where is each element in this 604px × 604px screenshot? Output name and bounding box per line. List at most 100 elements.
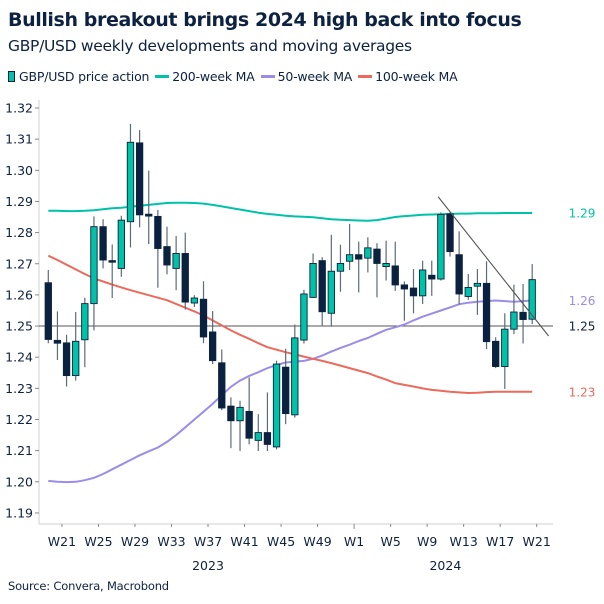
candle-body-bullish: [190, 297, 199, 304]
candle: [300, 289, 308, 344]
candle: [145, 170, 153, 245]
x-tick-label: W25: [84, 534, 112, 549]
line-swatch-icon: [260, 75, 275, 78]
candle-body-bullish: [336, 262, 345, 272]
candle: [208, 311, 217, 365]
y-tick-label: 1.28: [5, 225, 33, 240]
candle-body-bearish: [199, 298, 208, 338]
legend-item-price-action: GBP/USD price action: [8, 69, 149, 84]
candle: [181, 232, 189, 310]
series-end-label: 1.26: [569, 294, 596, 308]
candle-body-bullish: [81, 303, 89, 341]
candle-body-bearish: [218, 362, 226, 409]
candle: [135, 130, 144, 228]
candle-body-bearish: [446, 213, 454, 253]
x-tick-label: W9: [417, 534, 437, 549]
candle-body-bearish: [62, 342, 71, 377]
x-tick-label: W17: [486, 534, 514, 549]
y-tick-label: 1.25: [5, 319, 33, 334]
candle: [199, 281, 208, 344]
candle: [437, 212, 445, 281]
candle: [528, 264, 536, 325]
candle: [154, 209, 162, 288]
candle-body-bullish: [126, 141, 135, 223]
candle: [355, 241, 363, 293]
ma-100-week-line: [47, 254, 533, 394]
y-tick-label: 1.23: [5, 381, 33, 396]
candle: [519, 283, 527, 344]
y-tick-label: 1.19: [5, 505, 33, 520]
chart-subtitle: GBP/USD weekly developments and moving a…: [8, 37, 412, 55]
x-tick-label: W29: [121, 534, 149, 549]
candle-body-bullish: [364, 247, 372, 259]
candlestick-icon: [8, 71, 15, 82]
candle-body-bullish: [300, 293, 308, 341]
candle: [446, 212, 454, 257]
year-label: 2023: [192, 558, 224, 573]
candle-body-bearish: [400, 284, 409, 290]
candle: [282, 348, 290, 425]
candle-body-bullish: [291, 337, 299, 416]
candle: [391, 241, 399, 291]
x-tick-label: W13: [450, 534, 478, 549]
candle: [409, 269, 418, 314]
candle-body-bearish: [492, 340, 500, 367]
y-tick-label: 1.26: [5, 287, 33, 302]
candle: [227, 397, 235, 449]
candle-body-bearish: [263, 432, 272, 445]
candle: [108, 244, 116, 299]
candle-body-bullish: [464, 286, 472, 297]
candle: [345, 223, 354, 270]
candle: [482, 261, 491, 350]
candle: [455, 231, 463, 305]
candle-body-bearish: [455, 254, 463, 295]
candle-body-bullish: [528, 279, 536, 320]
candle-body-bullish: [236, 406, 244, 422]
candle: [53, 311, 62, 361]
candle: [464, 274, 472, 300]
candle-body-bearish: [355, 254, 363, 260]
candle-body-bullish: [254, 432, 262, 441]
legend-label: 100-week MA: [375, 69, 458, 84]
candle: [428, 260, 436, 296]
candle-body-bearish: [108, 260, 116, 263]
candle: [327, 234, 335, 327]
candle-body-bullish: [309, 262, 317, 298]
candle: [473, 269, 482, 315]
candle: [263, 392, 272, 451]
candle: [236, 400, 244, 451]
series-end-label: 1.29: [569, 206, 596, 220]
candle: [492, 337, 500, 369]
candle: [318, 257, 326, 327]
candle: [72, 312, 80, 381]
candle-body-bullish: [418, 269, 427, 297]
x-tick-label: W45: [267, 534, 295, 549]
candle-body-bullish: [117, 219, 125, 269]
candle: [336, 244, 345, 292]
candle: [90, 216, 98, 331]
candle-body-bearish: [482, 282, 491, 343]
y-tick-label: 1.20: [5, 474, 33, 489]
candle-body-bearish: [282, 366, 290, 415]
x-tick-label: W5: [380, 534, 400, 549]
y-tick-label: 1.21: [5, 443, 33, 458]
y-tick-label: 1.24: [5, 350, 33, 365]
chart-title: Bullish breakout brings 2024 high back i…: [8, 9, 522, 31]
legend-item-100-week-ma: 100-week MA: [358, 69, 458, 84]
y-tick-label: 1.32: [5, 101, 33, 116]
x-tick-label: W21: [523, 534, 551, 549]
candle: [291, 324, 299, 418]
legend: GBP/USD price action 200-week MA 50-week…: [8, 69, 464, 84]
candle: [99, 219, 107, 269]
candle-body-bearish: [208, 331, 217, 362]
candle-body-bearish: [519, 311, 527, 320]
x-tick-label: W21: [48, 534, 76, 549]
x-tick-label: W33: [157, 534, 185, 549]
y-tick-label: 1.27: [5, 256, 33, 271]
candle: [501, 313, 509, 389]
y-tick-label: 1.31: [5, 132, 33, 147]
candle-body-bullish: [72, 340, 80, 377]
candle: [254, 414, 262, 451]
candle-body-bearish: [373, 248, 381, 264]
candle: [245, 377, 253, 445]
